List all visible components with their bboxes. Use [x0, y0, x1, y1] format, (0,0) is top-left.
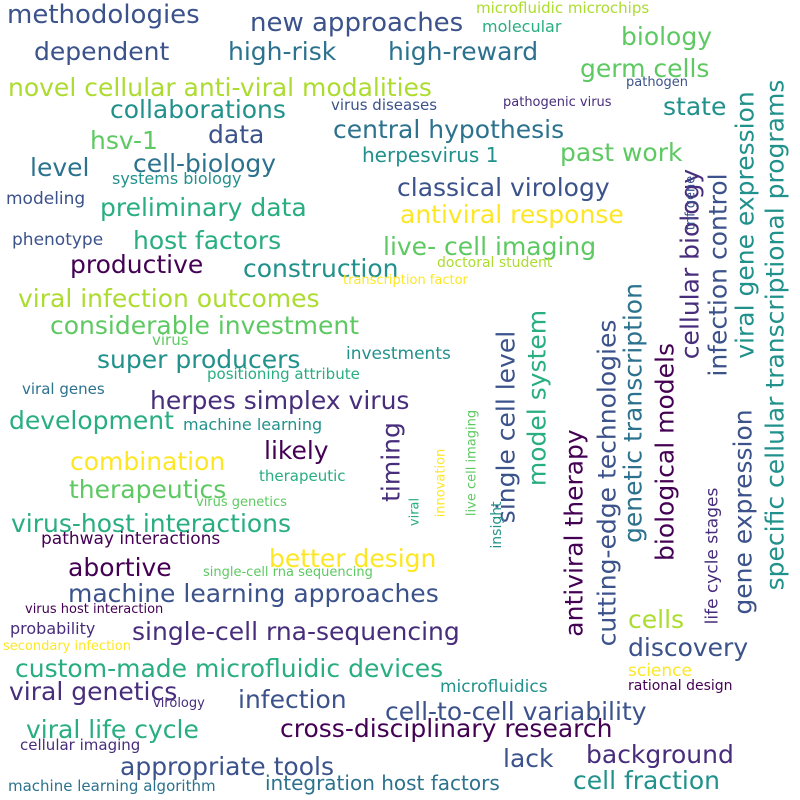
word: probability: [10, 619, 96, 638]
word: appropriate tools: [120, 752, 334, 781]
word: infection: [238, 685, 347, 714]
word: discovery: [628, 633, 749, 662]
word: viral life cycle: [26, 715, 199, 744]
word: machine learning algorithm: [8, 777, 216, 795]
word-vertical: live cell imaging: [464, 409, 480, 517]
word: preliminary data: [100, 193, 307, 222]
word: productive: [70, 250, 204, 279]
word: collaborations: [110, 95, 286, 124]
word: host factors: [133, 226, 282, 255]
word: viral infection outcomes: [18, 284, 320, 313]
word: super producers: [97, 345, 301, 374]
word: dependent: [34, 37, 170, 66]
word: novel cellular anti-viral modalities: [8, 73, 432, 102]
word: virus-host interactions: [11, 509, 292, 538]
word: phenotype: [12, 230, 104, 250]
word-vertical: antiviral therapy: [559, 429, 589, 637]
word: data: [208, 120, 265, 149]
word: microfluidic microchips: [476, 0, 650, 17]
word: herpes simplex virus: [150, 386, 410, 415]
word-vertical: single cell level: [491, 330, 521, 524]
word: likely: [264, 436, 329, 465]
word-vertical: insight: [489, 501, 505, 549]
word: background: [586, 740, 734, 769]
word: considerable investment: [50, 311, 360, 340]
word-vertical: timing: [376, 422, 406, 502]
word-vertical: infection control: [703, 173, 733, 377]
word-vertical: biological models: [650, 343, 680, 561]
word: cells: [628, 605, 685, 634]
word: level: [30, 153, 90, 182]
word: combination: [70, 447, 226, 476]
word-vertical: innovation: [433, 448, 449, 518]
word: virus: [152, 331, 189, 349]
word-vertical: genetic transcription: [618, 283, 648, 543]
word: transcription factor: [343, 273, 468, 288]
word-vertical: cutting-edge technologies: [592, 319, 622, 647]
word: microfluidics: [440, 677, 548, 697]
word: viral genes: [22, 380, 105, 398]
word: pathway interactions: [41, 529, 221, 549]
word: therapeutic: [259, 467, 346, 485]
word: therapeutics: [69, 475, 227, 504]
word: modeling: [6, 189, 86, 209]
word: machine learning: [183, 415, 323, 434]
word: virology: [153, 696, 205, 711]
word: virus diseases: [331, 96, 438, 114]
word: construction: [243, 254, 399, 283]
word: custom-made microfluidic devices: [15, 654, 444, 683]
word: science: [628, 661, 692, 681]
word-vertical: viral: [407, 497, 423, 527]
word: integration host factors: [265, 771, 500, 795]
word: germ cells: [580, 54, 710, 83]
word: high-risk: [228, 37, 337, 66]
word: investments: [346, 344, 451, 364]
word: virus genetics: [196, 495, 287, 510]
word-vertical: life cycle stages: [702, 487, 723, 625]
word: cell-to-cell variability: [385, 697, 647, 726]
word-vertical: specific cellular transcriptional progra…: [760, 79, 790, 591]
word: methodologies: [7, 0, 200, 30]
word: abortive: [68, 553, 172, 582]
word: pathogenic virus: [503, 95, 612, 110]
word: new approaches: [250, 8, 464, 38]
word: cellular imaging: [20, 736, 141, 754]
word: doctoral student: [437, 255, 553, 271]
word: high-reward: [388, 37, 539, 66]
word: rational design: [628, 678, 733, 694]
word-vertical: model system: [522, 309, 552, 487]
word: past work: [560, 138, 683, 167]
word: central hypothesis: [333, 115, 565, 144]
word: cross-disciplinary research: [280, 714, 613, 743]
word: development: [9, 406, 174, 435]
word: hsv-1: [90, 126, 158, 155]
word: state: [663, 92, 727, 121]
word-vertical: viral gene expression: [730, 91, 760, 359]
word: molecular: [482, 17, 562, 36]
word: antiviral response: [400, 200, 624, 229]
word: systems biology: [112, 169, 242, 188]
word: single-cell rna sequencing: [203, 565, 373, 580]
word: classical virology: [397, 173, 610, 202]
word: viral genetics: [9, 677, 178, 706]
word: positioning attribute: [207, 365, 360, 383]
word: secondary infection: [3, 639, 131, 654]
word-vertical: gene expression: [728, 409, 758, 615]
word: lack: [503, 744, 554, 773]
word: biology: [621, 22, 713, 51]
word-vertical: tnf gene: [683, 175, 699, 231]
word: single-cell rna-sequencing: [132, 617, 460, 646]
word: live- cell imaging: [383, 232, 597, 261]
word: herpesvirus 1: [362, 143, 499, 167]
word: machine learning approaches: [68, 579, 439, 608]
word: virus host interaction: [25, 602, 164, 617]
word: pathogen: [626, 75, 688, 90]
word: better design: [269, 544, 437, 573]
word: cell fraction: [573, 766, 720, 795]
word: cell-biology: [133, 149, 277, 178]
